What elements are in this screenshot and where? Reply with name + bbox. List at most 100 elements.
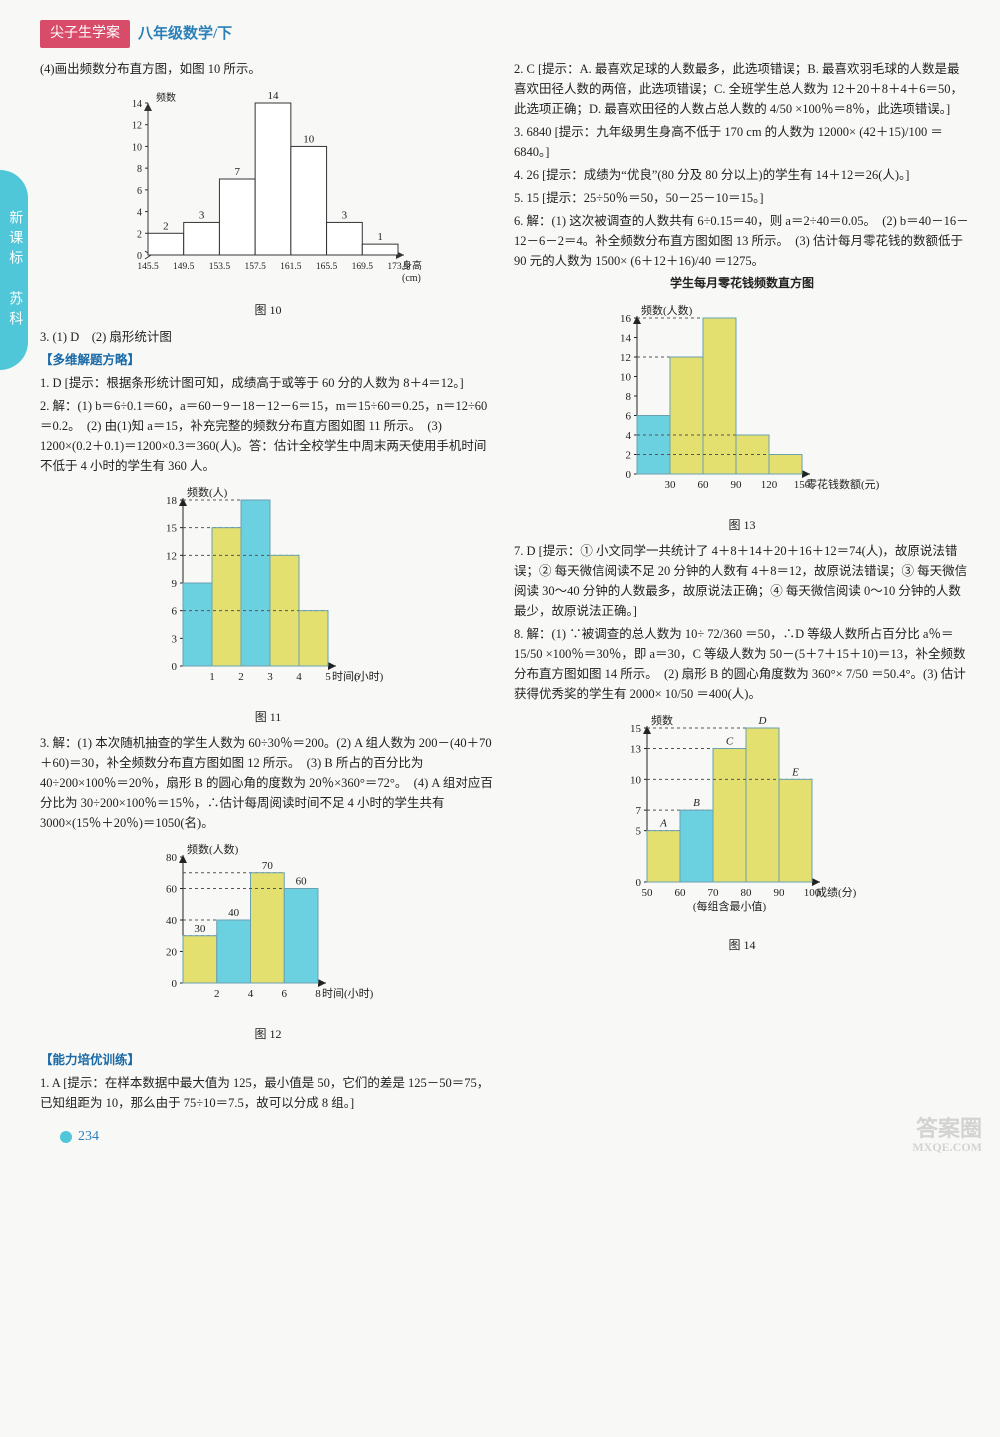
svg-text:频数(人数): 频数(人数): [187, 842, 239, 856]
watermark-line1: 答案圈: [912, 1117, 982, 1141]
svg-text:12: 12: [620, 352, 631, 364]
svg-text:9: 9: [172, 578, 178, 590]
svg-text:成绩(分): 成绩(分): [816, 886, 857, 899]
chart-13: 0246810121416306090120150频数(人数)零花钱数额(元): [582, 300, 902, 510]
svg-text:4: 4: [296, 671, 302, 683]
svg-text:0: 0: [172, 978, 178, 990]
svg-text:0: 0: [172, 661, 178, 673]
svg-text:70: 70: [262, 860, 274, 872]
text: 5. 15 [提示：25÷50％＝50，50－25－10＝15。]: [514, 188, 970, 208]
text: 8. 解：(1) ∵被调查的总人数为 10÷ 72/360 ＝50，∴D 等级人…: [514, 624, 970, 704]
watermark: 答案圈 MXQE.COM: [912, 1117, 982, 1154]
header-title: 八年级数学/下: [138, 22, 232, 46]
svg-text:80: 80: [741, 887, 753, 899]
svg-text:14: 14: [132, 99, 142, 110]
section-heading: 【多维解题方略】: [40, 350, 496, 370]
page-number-wrap: 234: [0, 1126, 1000, 1148]
svg-text:5: 5: [325, 671, 331, 683]
svg-text:时间(小时): 时间(小时): [332, 670, 384, 683]
svg-text:13: 13: [630, 743, 642, 755]
caption-13: 图 13: [514, 516, 970, 535]
svg-text:2: 2: [238, 671, 244, 683]
svg-text:0: 0: [626, 469, 632, 481]
chart-12: 020406080304070602468频数(人数)时间(小时): [128, 839, 408, 1019]
text: 2. 解：(1) b＝6÷0.1＝60，a＝60－9－18－12－6＝15，m＝…: [40, 396, 496, 476]
svg-text:12: 12: [132, 121, 142, 132]
svg-text:60: 60: [675, 887, 687, 899]
bullet-icon: [60, 1131, 72, 1143]
svg-text:30: 30: [665, 479, 677, 491]
text: 1. D [提示：根据条形统计图可知，成绩高于或等于 60 分的人数为 8＋4＝…: [40, 373, 496, 393]
text: 3. (1) D (2) 扇形统计图: [40, 327, 496, 347]
chart13-supertitle: 学生每月零花钱频数直方图: [514, 274, 970, 293]
text: 7. D [提示：① 小文同学一共统计了 4＋8＋14＋20＋16＋12＝74(…: [514, 541, 970, 621]
watermark-line2: MXQE.COM: [912, 1141, 982, 1154]
svg-text:161.5: 161.5: [280, 262, 302, 272]
svg-text:2: 2: [163, 221, 169, 233]
svg-text:7: 7: [636, 805, 642, 817]
svg-text:频数(人): 频数(人): [187, 485, 228, 499]
svg-text:149.5: 149.5: [173, 262, 195, 272]
svg-text:7: 7: [235, 166, 241, 178]
svg-text:10: 10: [303, 134, 315, 146]
svg-text:时间(小时): 时间(小时): [322, 987, 374, 1000]
chart-10: 24681012140237141031145.5149.5153.5157.5…: [98, 85, 438, 295]
svg-text:2: 2: [214, 988, 220, 1000]
page-header: 尖子生学案 八年级数学/下: [0, 20, 1000, 56]
svg-text:3: 3: [199, 210, 205, 222]
section-heading: 【能力培优训练】: [40, 1050, 496, 1070]
svg-text:零花钱数额(元): 零花钱数额(元): [806, 477, 880, 491]
chart-11: 0369121518123456频数(人)时间(小时): [128, 482, 408, 702]
svg-text:(每组含最小值): (每组含最小值): [693, 899, 767, 913]
svg-text:频数(人数): 频数(人数): [641, 303, 693, 317]
text: 4. 26 [提示：成绩为“优良”(80 分及 80 分以上)的学生有 14＋1…: [514, 165, 970, 185]
svg-text:10: 10: [620, 371, 632, 383]
svg-text:3: 3: [342, 210, 348, 222]
header-badge: 尖子生学案: [40, 20, 130, 48]
svg-text:16: 16: [620, 313, 632, 325]
svg-text:10: 10: [132, 143, 142, 154]
svg-text:C: C: [726, 735, 734, 747]
svg-text:2: 2: [137, 230, 142, 241]
svg-text:(cm): (cm): [402, 273, 421, 284]
text: 3. 6840 [提示：九年级男生身高不低于 170 cm 的人数为 12000…: [514, 122, 970, 162]
svg-text:5: 5: [636, 825, 642, 837]
chart-14: 057101315ABCDE5060708090100频数成绩(分)(每组含最小…: [592, 710, 892, 930]
svg-text:14: 14: [268, 90, 280, 102]
svg-text:B: B: [693, 797, 700, 809]
svg-text:40: 40: [166, 915, 178, 927]
text: 3. 解：(1) 本次随机抽查的学生人数为 60÷30％＝200。(2) A 组…: [40, 733, 496, 833]
text: 2. C [提示：A. 最喜欢足球的人数最多，此选项错误；B. 最喜欢羽毛球的人…: [514, 59, 970, 119]
svg-text:1: 1: [209, 671, 215, 683]
svg-text:1: 1: [377, 232, 383, 244]
svg-text:4: 4: [137, 208, 142, 219]
svg-text:80: 80: [166, 852, 178, 864]
text: 6. 解：(1) 这次被调查的人数共有 6÷0.15＝40，则 a＝2÷40＝0…: [514, 211, 970, 271]
svg-text:4: 4: [626, 430, 632, 442]
caption-11: 图 11: [40, 708, 496, 727]
svg-text:70: 70: [708, 887, 720, 899]
svg-text:3: 3: [172, 633, 178, 645]
svg-text:90: 90: [731, 479, 743, 491]
caption-12: 图 12: [40, 1025, 496, 1044]
svg-text:14: 14: [620, 332, 632, 344]
svg-text:15: 15: [166, 522, 178, 534]
text: (4)画出频数分布直方图，如图 10 所示。: [40, 59, 496, 79]
svg-text:12: 12: [166, 550, 177, 562]
svg-text:6: 6: [626, 410, 632, 422]
svg-text:2: 2: [626, 449, 632, 461]
svg-text:8: 8: [137, 165, 142, 176]
svg-text:20: 20: [166, 946, 178, 958]
svg-text:D: D: [758, 715, 767, 727]
svg-text:10: 10: [630, 774, 642, 786]
svg-text:身高: 身高: [402, 259, 422, 272]
svg-text:频数: 频数: [651, 713, 673, 727]
svg-text:8: 8: [626, 391, 632, 403]
svg-text:60: 60: [698, 479, 710, 491]
svg-text:3: 3: [267, 671, 273, 683]
text: 1. A [提示：在样本数据中最大值为 125，最小值是 50，它们的差是 12…: [40, 1073, 496, 1113]
svg-text:6: 6: [137, 186, 142, 197]
svg-text:频数: 频数: [156, 91, 176, 104]
side-tab: 新课标 苏科: [0, 170, 28, 370]
svg-text:165.5: 165.5: [316, 262, 338, 272]
